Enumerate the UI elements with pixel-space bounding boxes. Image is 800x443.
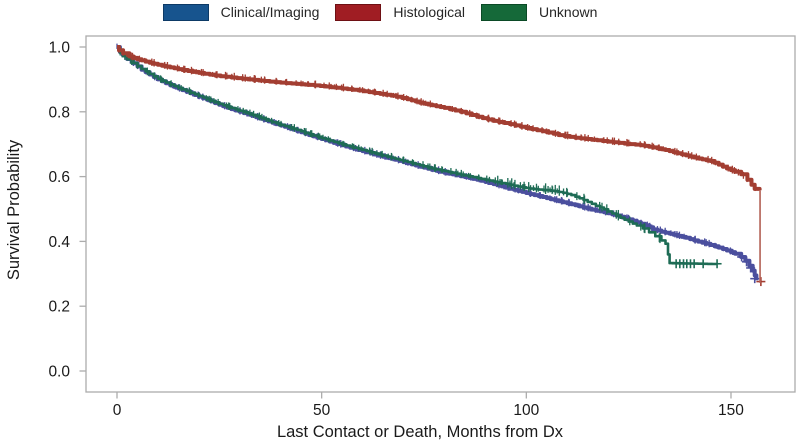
x-axis-title: Last Contact or Death, Months from Dx <box>277 423 564 441</box>
legend-swatch-clinical-imaging-icon <box>162 4 209 21</box>
y-tick-label: 0.8 <box>48 104 70 121</box>
y-axis: 1.0 0.8 0.6 0.4 0.2 0.0 <box>48 40 86 381</box>
legend: Clinical/Imaging Histological Unknown <box>0 4 780 21</box>
survival-curves <box>116 43 766 287</box>
y-tick-label: 0.6 <box>48 169 70 186</box>
legend-label-histological: Histological <box>393 4 466 20</box>
legend-item-histological: Histological <box>335 4 465 21</box>
legend-swatch-histological-icon <box>335 4 382 21</box>
y-tick-label: 1.0 <box>48 40 70 57</box>
legend-item-unknown: Unknown <box>481 4 597 21</box>
x-tick-label: 50 <box>313 402 331 419</box>
x-axis: 0 50 100 150 <box>113 392 744 419</box>
legend-label-clinical-imaging: Clinical/Imaging <box>220 4 320 20</box>
curve-clinical-imaging <box>116 43 760 284</box>
x-tick-label: 100 <box>513 402 539 419</box>
legend-item-clinical-imaging: Clinical/Imaging <box>162 4 320 21</box>
legend-label-unknown: Unknown <box>539 4 598 20</box>
y-axis-title: Survival Probability <box>5 139 23 280</box>
y-tick-label: 0.2 <box>48 299 70 316</box>
legend-swatch-unknown-icon <box>481 4 528 21</box>
x-tick-label: 150 <box>718 402 744 419</box>
plot-frame <box>85 35 796 393</box>
curve-unknown <box>117 45 722 269</box>
y-tick-label: 0.4 <box>48 234 70 251</box>
y-tick-label: 0.0 <box>48 364 70 381</box>
curve-histological <box>117 45 766 287</box>
x-tick-label: 0 <box>113 402 122 419</box>
